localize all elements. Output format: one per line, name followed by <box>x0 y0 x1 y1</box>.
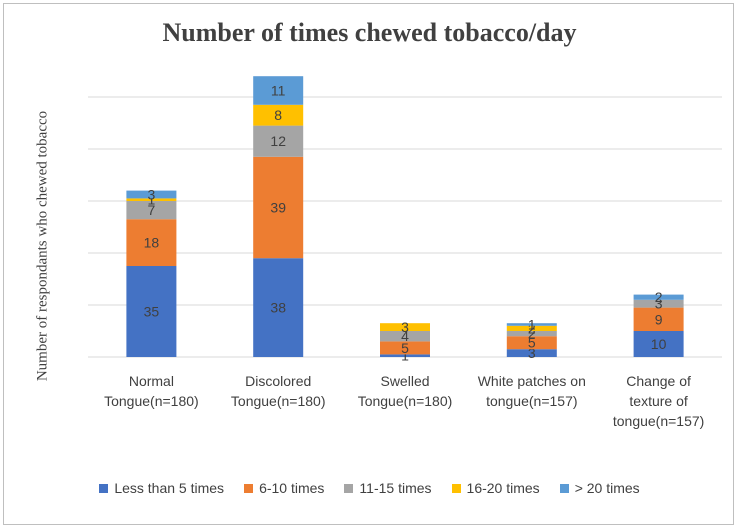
category-label: tongue(n=157) <box>613 413 704 429</box>
bar-segment <box>380 331 430 342</box>
legend-swatch <box>559 483 569 493</box>
bar-segment <box>633 307 684 331</box>
chart-frame <box>3 3 734 525</box>
bar-segment <box>253 156 304 259</box>
bar-segment <box>253 125 304 157</box>
bar-segment <box>253 258 304 357</box>
data-label: 9 <box>655 311 663 327</box>
data-label: 5 <box>401 340 409 356</box>
data-label: 39 <box>270 200 286 216</box>
data-label: 35 <box>144 304 160 320</box>
data-label: 3 <box>528 345 536 361</box>
legend-item: 6-10 times <box>244 480 324 496</box>
category-label: texture of <box>629 393 687 409</box>
legend-label: 6-10 times <box>259 480 325 496</box>
data-label: 5 <box>528 335 536 351</box>
legend-label: 16-20 times <box>466 480 540 496</box>
legend-item: Less than 5 times <box>99 480 224 496</box>
bar-segment <box>126 201 177 220</box>
bar-segment <box>126 198 177 201</box>
legend-label: > 20 times <box>574 480 640 496</box>
data-label: 18 <box>144 235 160 251</box>
category-label: Tongue(n=180) <box>358 393 453 409</box>
legend-item: 16-20 times <box>451 480 540 496</box>
data-label: 1 <box>401 348 409 364</box>
bar-segment <box>633 294 684 300</box>
legend-item: > 20 times <box>559 480 640 496</box>
data-label: 10 <box>651 336 667 352</box>
legend-swatch <box>244 483 254 493</box>
data-label: 4 <box>401 328 409 344</box>
bar-segment <box>633 299 684 308</box>
data-label: 3 <box>401 319 409 335</box>
category-label: Swelled <box>380 373 429 389</box>
bar-segment <box>633 331 684 357</box>
legend-swatch <box>344 483 354 493</box>
chart-title: Number of times chewed tobacco/day <box>162 18 577 47</box>
legend-label: 11-15 times <box>359 480 432 496</box>
data-label: 1 <box>528 317 536 333</box>
data-label: 3 <box>655 296 663 312</box>
category-label: tongue(n=157) <box>486 393 577 409</box>
bar-segment <box>253 104 304 126</box>
bar-segment <box>506 331 557 337</box>
legend-swatch <box>451 483 461 493</box>
category-label: Tongue(n=180) <box>231 393 326 409</box>
category-label: Tongue(n=180) <box>104 393 199 409</box>
data-label: 11 <box>271 83 286 99</box>
bar-segment <box>126 266 177 357</box>
bar-segment <box>253 76 304 105</box>
category-label: Change of <box>626 373 691 389</box>
data-label: 38 <box>270 300 286 316</box>
bar-segment <box>506 349 557 357</box>
bar-segment <box>506 325 557 331</box>
data-label: 8 <box>274 107 282 123</box>
legend-item: 11-15 times <box>344 480 432 496</box>
data-label: 2 <box>655 289 663 305</box>
bar-segment <box>506 336 557 350</box>
data-label: 12 <box>270 133 286 149</box>
category-label: Discolored <box>245 373 311 389</box>
category-label: Normal <box>129 373 174 389</box>
bar-segment <box>506 323 557 326</box>
data-label: 2 <box>528 326 536 342</box>
category-label: White patches on <box>478 373 586 389</box>
legend-label: Less than 5 times <box>114 480 225 496</box>
bar-segment <box>380 354 430 357</box>
data-label: 7 <box>148 202 156 218</box>
bar-segment <box>380 323 430 331</box>
bar-segment <box>380 341 430 355</box>
bar-segment <box>126 219 177 266</box>
legend-swatch <box>99 483 109 493</box>
data-label: 3 <box>148 187 156 203</box>
data-label: 1 <box>148 192 156 208</box>
data-label: 2 <box>528 320 536 336</box>
bar-segment <box>126 190 177 199</box>
legend: Less than 5 times 6-10 times 11-15 times 16… <box>0 480 739 496</box>
